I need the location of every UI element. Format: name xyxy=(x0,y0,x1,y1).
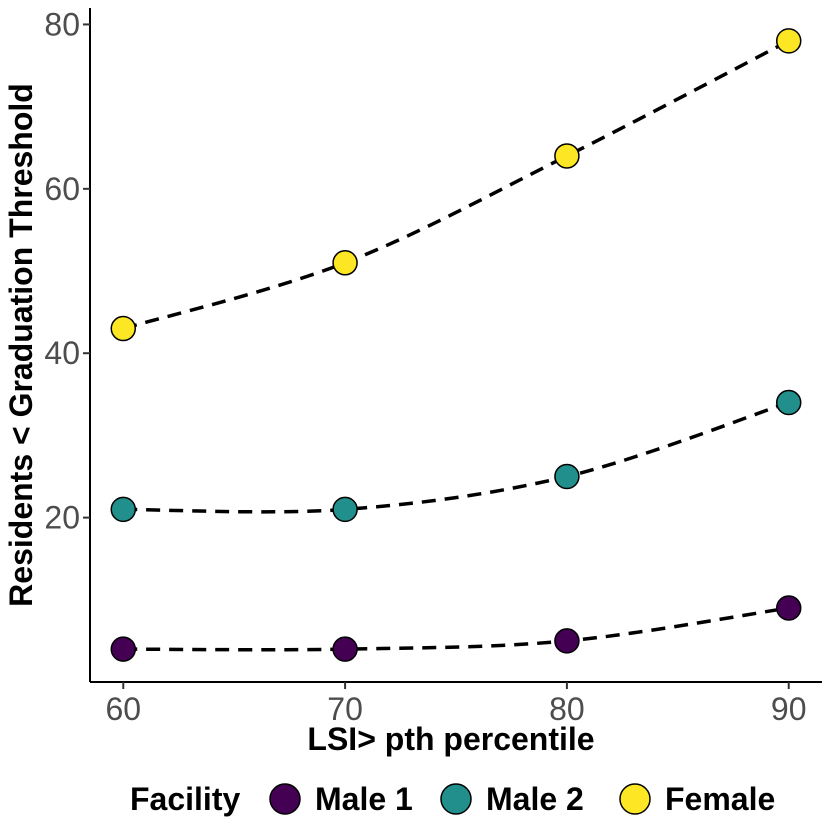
ticks: 60 70 80 90 20 40 60 80 xyxy=(44,6,806,727)
point-female-70 xyxy=(332,250,358,276)
series-lines xyxy=(122,39,790,652)
legend-label-male-1: Male 1 xyxy=(315,781,413,817)
legend-label-male-2: Male 2 xyxy=(486,781,584,817)
point-female-90 xyxy=(775,28,802,54)
x-tick-label-70: 70 xyxy=(327,691,363,727)
legend-title: Facility xyxy=(130,781,240,817)
point-male-1-90 xyxy=(775,595,802,621)
point-female-80 xyxy=(554,143,580,169)
point-male-1-80 xyxy=(554,628,580,654)
legend-key-female xyxy=(619,783,651,815)
legend: Facility Male 1 Male 2 Female xyxy=(130,781,775,817)
point-male-2-90 xyxy=(775,389,802,416)
x-tick-label-90: 90 xyxy=(771,691,807,727)
legend-label-female: Female xyxy=(665,781,775,817)
axes xyxy=(89,8,822,683)
y-axis-title: Residents < Graduation Threshold xyxy=(3,83,39,607)
series-points xyxy=(110,28,802,662)
y-tick-label-40: 40 xyxy=(44,335,80,371)
legend-key-male-1 xyxy=(269,783,301,815)
point-male-1-70 xyxy=(332,636,358,662)
point-male-2-80 xyxy=(554,463,580,490)
y-tick-label-80: 80 xyxy=(44,6,80,42)
y-tick-label-60: 60 xyxy=(44,171,80,207)
point-male-1-60 xyxy=(110,636,137,662)
legend-key-male-2 xyxy=(440,783,472,815)
point-male-2-70 xyxy=(332,496,358,523)
y-tick-label-20: 20 xyxy=(44,500,80,536)
x-tick-label-80: 80 xyxy=(549,691,585,727)
point-male-2-60 xyxy=(110,496,137,523)
point-female-60 xyxy=(110,315,137,342)
series-line-male-2 xyxy=(123,400,790,514)
series-line-female xyxy=(122,39,790,331)
x-axis-title: LSI> pth percentile xyxy=(307,721,594,757)
series-line-male-1 xyxy=(123,606,789,652)
x-tick-label-60: 60 xyxy=(105,691,141,727)
